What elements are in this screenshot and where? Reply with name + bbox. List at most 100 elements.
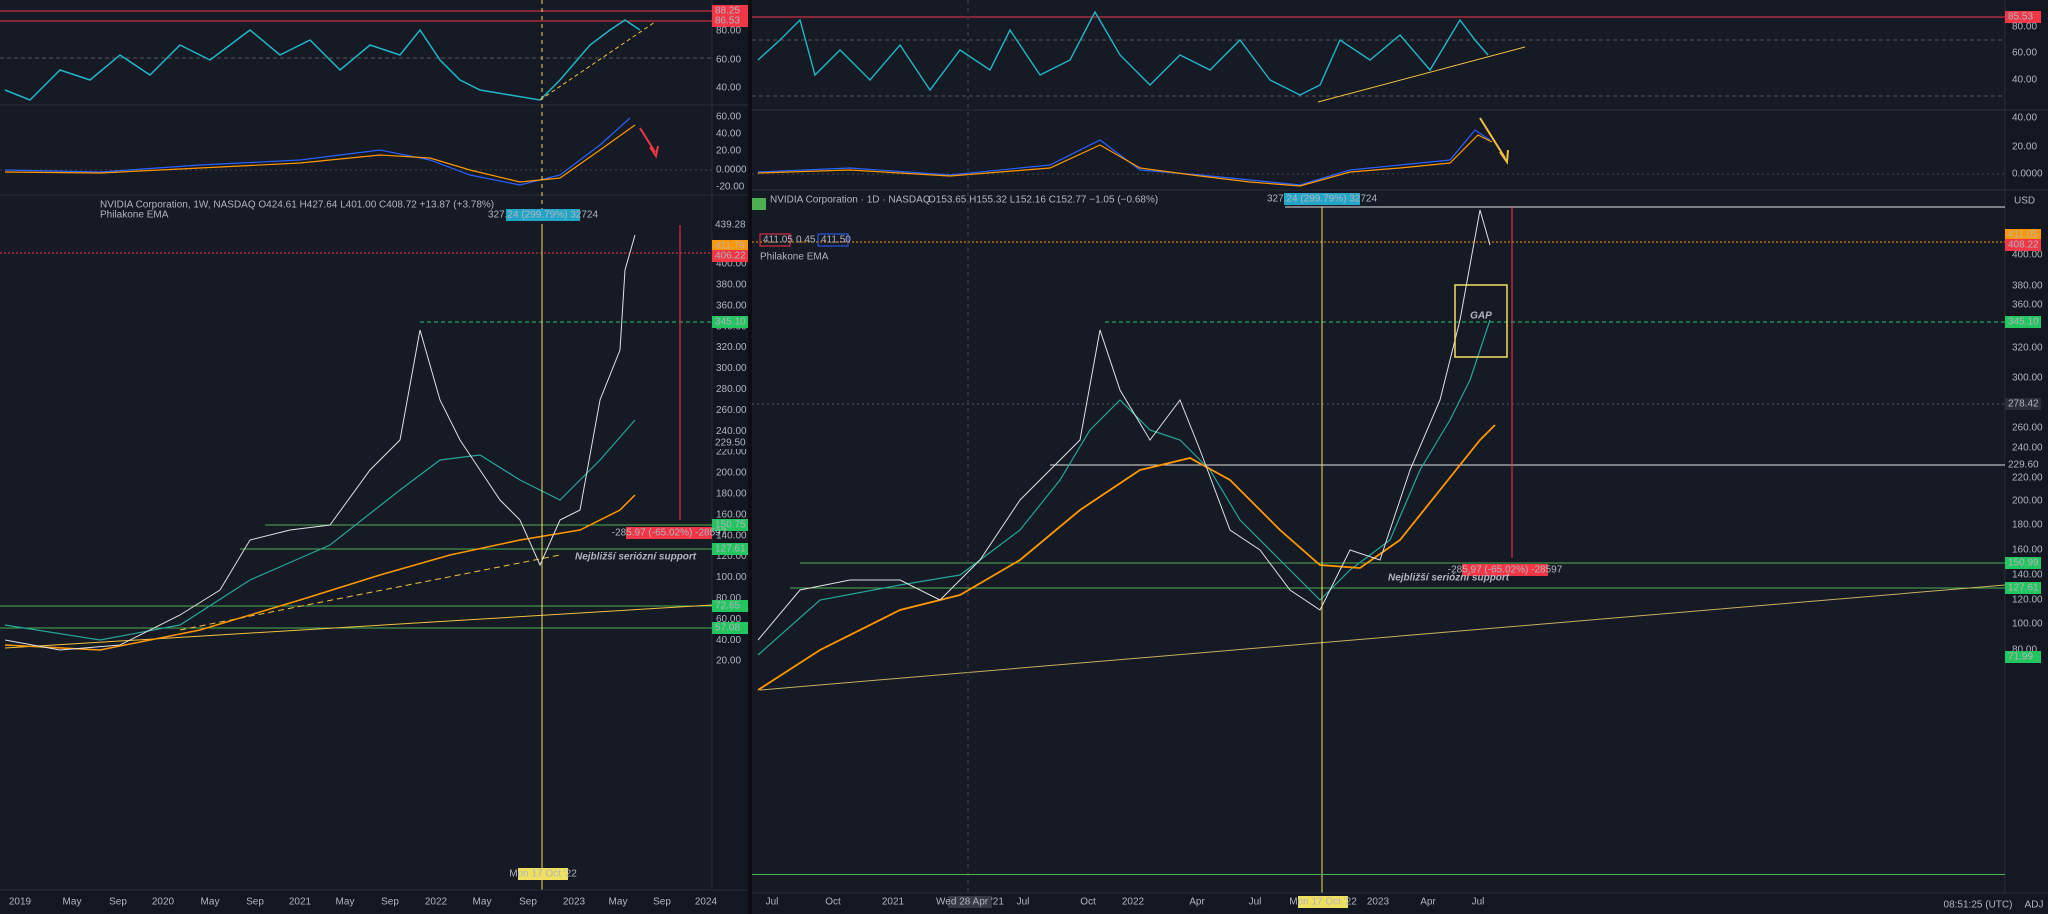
price-tick: 120.00 bbox=[716, 551, 747, 562]
price-tick: 320.00 bbox=[716, 342, 747, 353]
time-tick: 2023 bbox=[1367, 897, 1390, 908]
price-tag-box bbox=[2005, 11, 2041, 23]
time-tick: 2021 bbox=[882, 897, 905, 908]
time-tick: May bbox=[473, 897, 492, 908]
price-tag-box bbox=[712, 250, 748, 262]
macd-tick: 60.00 bbox=[716, 112, 741, 123]
price-tag: 411.79 bbox=[715, 241, 745, 252]
price-tag: 278.42 bbox=[2008, 399, 2039, 410]
price-tag-box bbox=[712, 437, 748, 449]
ema-slow bbox=[4, 494, 636, 651]
macd-tick: 40.00 bbox=[2012, 113, 2037, 124]
symbol-title: NVIDIA Corporation · 1D · NASDAQ bbox=[770, 195, 931, 206]
right-plot bbox=[752, 0, 2005, 893]
drop-box bbox=[1462, 564, 1548, 576]
drop-label: -285.97 (-65.02%) -28597 bbox=[1448, 565, 1563, 576]
price-tick: 320.00 bbox=[2012, 343, 2043, 354]
time-tick: Apr bbox=[1189, 897, 1205, 908]
price-tag-box bbox=[2005, 398, 2041, 410]
price-tick: 300.00 bbox=[716, 363, 747, 374]
price-tick: 160.00 bbox=[716, 509, 747, 520]
trendline bbox=[4, 604, 713, 649]
price-tag: 345.10 bbox=[2008, 317, 2039, 328]
price-tag-box bbox=[712, 15, 748, 27]
legend: NVIDIA Corporation, 1W, NASDAQ O424.61 H… bbox=[100, 200, 494, 211]
price-tick: 200.00 bbox=[2012, 496, 2043, 507]
price-tag: 229.60 bbox=[2008, 460, 2039, 471]
price-tick: 180.00 bbox=[2012, 520, 2043, 531]
signal-line bbox=[4, 124, 636, 183]
price-tag-box bbox=[712, 622, 748, 634]
price-tag: 345.10 bbox=[715, 317, 746, 328]
macd-tick: -20.00 bbox=[716, 182, 745, 193]
price-tick: 400.00 bbox=[716, 259, 747, 270]
price-tag-box bbox=[2005, 651, 2041, 663]
time-tick: Sep bbox=[109, 897, 127, 908]
left-plot bbox=[0, 0, 712, 890]
indicator: Philakone EMA bbox=[760, 252, 829, 263]
rsi-tick: 80.00 bbox=[2012, 22, 2037, 33]
time-tick: 2019 bbox=[9, 897, 32, 908]
arrow bbox=[639, 127, 656, 153]
macd-tick: 40.00 bbox=[716, 129, 741, 140]
price-tick: 60.00 bbox=[716, 614, 741, 625]
price-tick: 100.00 bbox=[716, 572, 747, 583]
rsi-tick: 60.00 bbox=[716, 55, 741, 66]
ask: 411.50 bbox=[821, 235, 851, 246]
price-tag: 408.22 bbox=[2008, 240, 2039, 251]
time-tick: Mon 17 Oct '22 bbox=[1289, 897, 1357, 908]
price-tag: 411.05 bbox=[2008, 230, 2038, 241]
ohlc: O153.65 H155.32 L152.16 C152.77 −1.05 (−… bbox=[928, 195, 1158, 206]
date-box bbox=[948, 896, 992, 908]
price-tick: 180.00 bbox=[716, 489, 747, 500]
price-tag: 72.65 bbox=[715, 601, 740, 612]
price-tick: 200.00 bbox=[716, 468, 747, 479]
price-tick: 20.00 bbox=[716, 656, 741, 667]
price-tick: 360.00 bbox=[716, 300, 747, 311]
measure-label: 327.24 (299.79%) 32724 bbox=[1267, 194, 1378, 205]
price-line bbox=[4, 234, 636, 651]
support-label: Nejbližší seriózní support bbox=[1388, 573, 1510, 584]
price-tick: 380.00 bbox=[2012, 281, 2043, 292]
macd-tick: 0.0000 bbox=[2012, 169, 2043, 180]
measure-box bbox=[506, 209, 580, 221]
time-tick: Jul bbox=[1249, 897, 1262, 908]
price-tag-box bbox=[712, 316, 748, 328]
signal-line bbox=[757, 134, 1493, 187]
date-tag: Mon 17 Oct '22 bbox=[509, 869, 577, 880]
price-tag: 229.50 bbox=[715, 438, 746, 449]
gap-box bbox=[1454, 284, 1508, 358]
time-tick: Oct bbox=[1080, 897, 1096, 908]
time-tick: May bbox=[201, 897, 220, 908]
price-line bbox=[757, 209, 1491, 641]
measure-label: 327.24 (299.79%) 32724 bbox=[488, 210, 599, 221]
time-tick: Apr bbox=[1420, 897, 1436, 908]
time-tick: Wed 28 Apr '21 bbox=[936, 897, 1004, 908]
symbol-icon bbox=[752, 198, 766, 210]
price-tag-box bbox=[712, 219, 748, 231]
macd-tick: 0.0000 bbox=[716, 165, 747, 176]
price-tag: 85.53 bbox=[2008, 12, 2033, 23]
price-tag-box bbox=[2005, 229, 2041, 241]
ema-slow bbox=[757, 424, 1496, 691]
price-tick: 380.00 bbox=[716, 280, 747, 291]
price-tag: 57.08 bbox=[715, 623, 740, 634]
time-tick: Oct bbox=[825, 897, 841, 908]
price-tick: 400.00 bbox=[2012, 250, 2043, 261]
ask-box bbox=[817, 233, 849, 247]
indicator: Philakone EMA bbox=[100, 210, 169, 221]
event-strip bbox=[752, 874, 2005, 875]
drop-label: -285.97 (-65.02%) -28597 bbox=[612, 528, 727, 539]
price-tag-box bbox=[2005, 316, 2041, 328]
support-label: Nejbližší seriózní support bbox=[575, 552, 697, 563]
price-tag-box bbox=[712, 600, 748, 612]
ema-fast bbox=[757, 319, 1491, 656]
price-tag-box bbox=[712, 5, 748, 17]
time-tick: Sep bbox=[653, 897, 671, 908]
currency: USD bbox=[2014, 196, 2035, 207]
price-tag: 88.25 bbox=[715, 6, 740, 17]
rsi-tick: 80.00 bbox=[716, 26, 741, 37]
price-tick: 280.00 bbox=[716, 384, 747, 395]
time-tick: 2023 bbox=[563, 897, 586, 908]
